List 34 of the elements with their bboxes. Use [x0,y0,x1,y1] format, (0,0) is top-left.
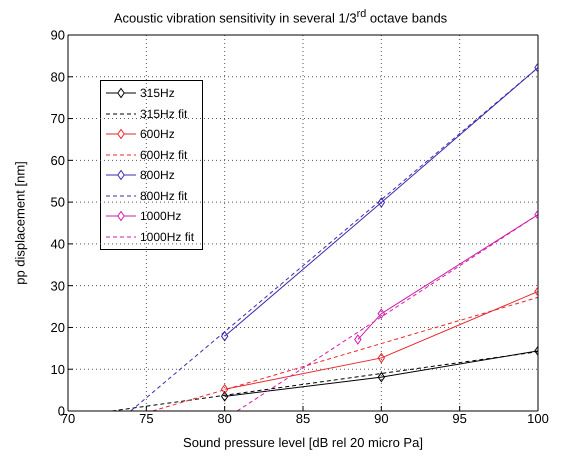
y-tick-label: 40 [50,236,65,252]
y-tick-label: 10 [50,362,65,377]
legend-label: 1000Hz [140,209,182,224]
x-tick-label: 85 [296,411,310,426]
legend-label: 600Hz [140,127,175,142]
y-tick-label: 80 [50,69,65,84]
legend-label: 800Hz fit [140,188,188,203]
y-axis-title: pp displacement [nm] [12,161,28,285]
point [221,391,228,402]
legend-label: 315Hz [140,86,175,100]
x-tick-label: 90 [374,411,389,426]
y-tick-label: 50 [50,194,65,210]
y-tick-label: 70 [50,111,65,126]
point [378,198,385,208]
x-axis-title: Sound pressure level [dB rel 20 micro Pa] [183,435,423,450]
y-tick-label: 20 [50,320,65,336]
legend-label: 315Hz fit [140,106,188,121]
legend-label: 800Hz [140,168,175,182]
y-tick-label: 60 [50,152,65,168]
y-tick-label: 30 [50,278,65,294]
x-tick-label: 75 [139,411,154,426]
point [378,308,385,319]
legend-label: 1000Hz fit [140,230,194,244]
x-tick-label: 95 [452,411,467,426]
point [378,372,385,382]
chart-title: Acoustic vibration sensitivity in several 1/3$^{rd}$ octave bands [112,8,448,26]
point [354,334,362,345]
point [221,384,228,394]
point [221,331,228,342]
y-tick-label: 90 [50,28,65,43]
legend-label: 600Hz fit [140,148,188,162]
point [378,352,385,363]
x-tick-label: 100 [527,411,549,426]
x-tick-label: 80 [217,411,232,426]
